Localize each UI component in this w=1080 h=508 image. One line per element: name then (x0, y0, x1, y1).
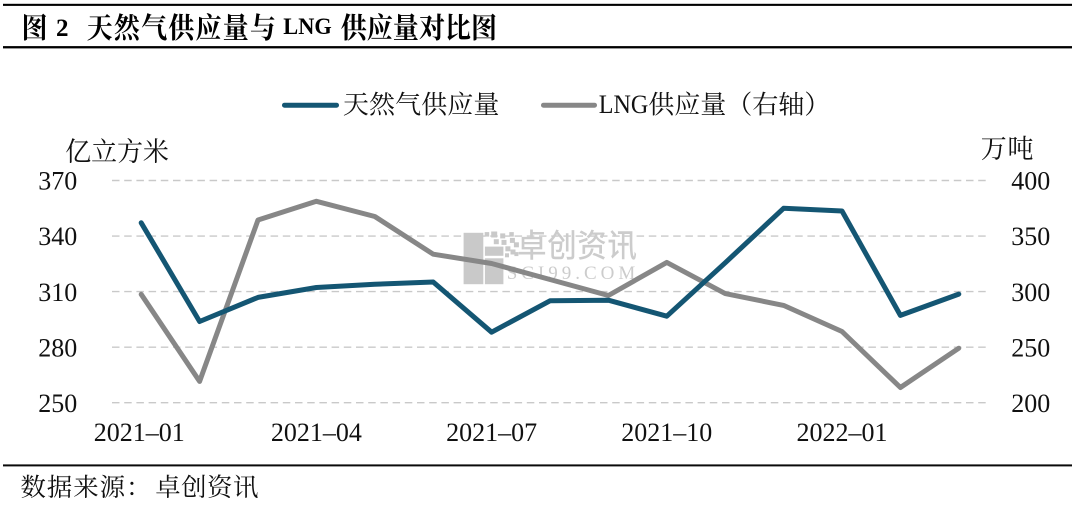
svg-text:350: 350 (1011, 222, 1050, 251)
svg-text:310: 310 (38, 278, 77, 307)
svg-text:370: 370 (38, 167, 77, 196)
svg-text:2: 2 (56, 15, 69, 42)
svg-text:LNG: LNG (599, 90, 649, 119)
svg-text:2021–01: 2021–01 (94, 418, 185, 447)
svg-text:LNG: LNG (283, 14, 331, 40)
svg-text:2022–01: 2022–01 (797, 418, 888, 447)
svg-text:2021–10: 2021–10 (621, 418, 712, 447)
svg-text:280: 280 (38, 333, 77, 362)
svg-text:300: 300 (1011, 278, 1050, 307)
svg-text:2021–07: 2021–07 (446, 418, 537, 447)
svg-text:400: 400 (1011, 167, 1050, 196)
svg-text:250: 250 (38, 389, 77, 418)
svg-text:200: 200 (1011, 389, 1050, 418)
svg-text:340: 340 (38, 222, 77, 251)
svg-text:2021–04: 2021–04 (271, 418, 362, 447)
svg-text:250: 250 (1011, 333, 1050, 362)
